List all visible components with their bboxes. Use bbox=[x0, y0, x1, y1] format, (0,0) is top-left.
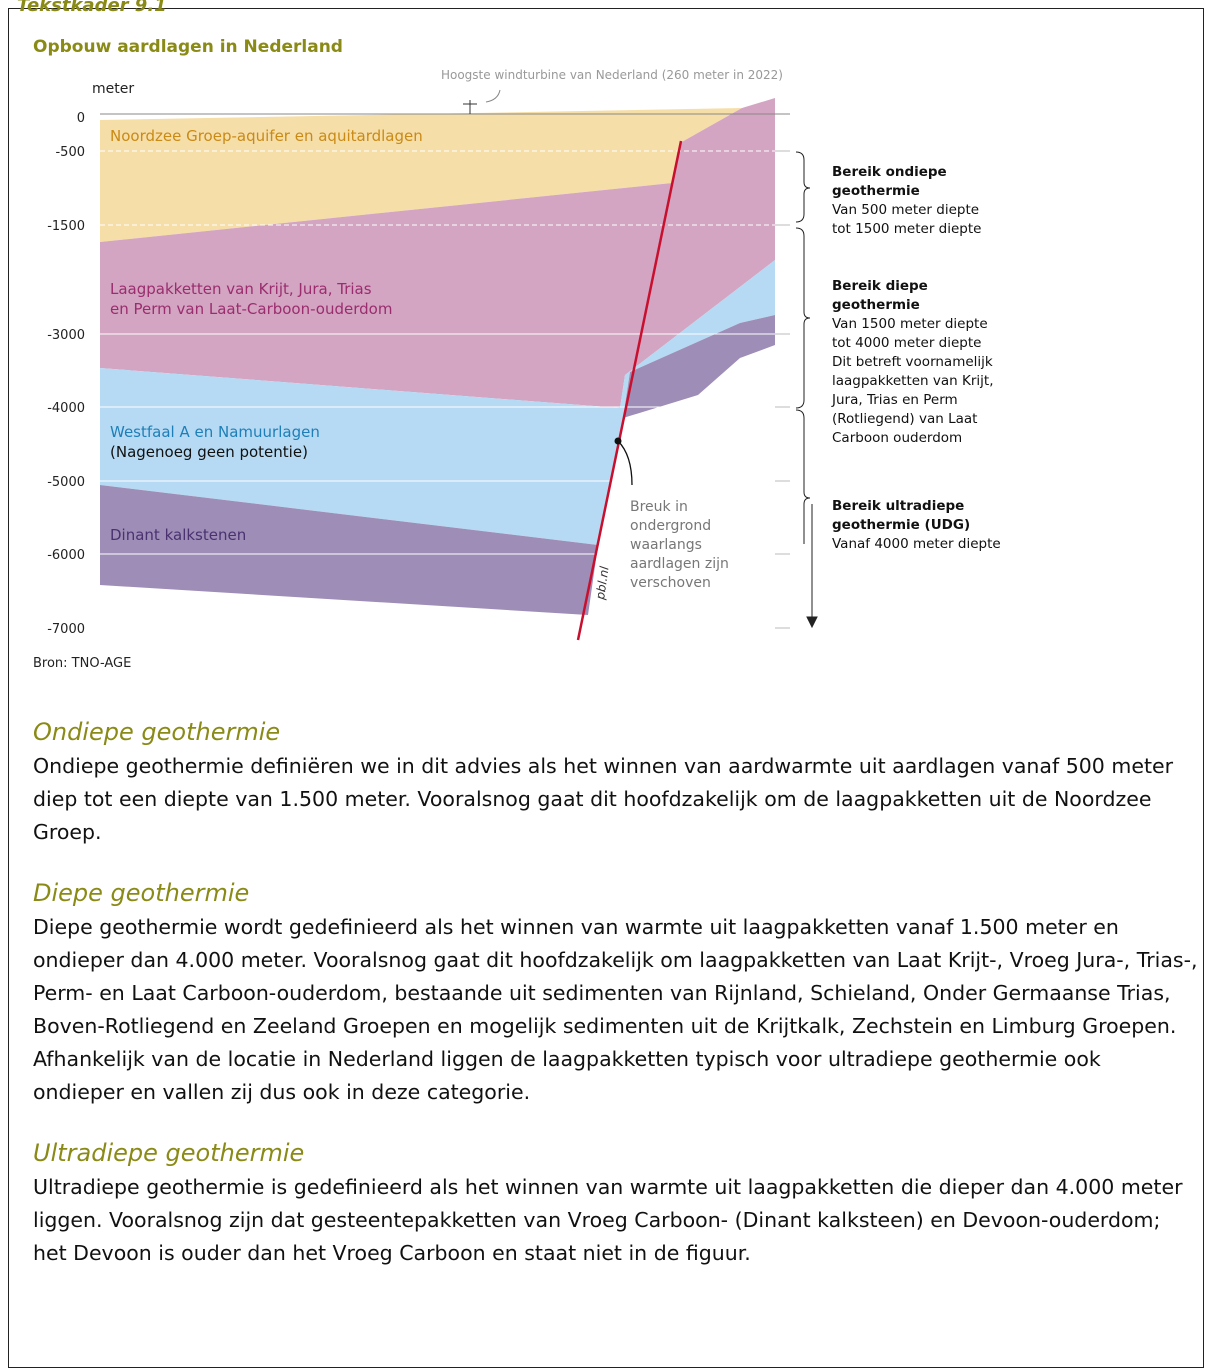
fault-note: ondergrond bbox=[630, 518, 711, 534]
y-tick-label: -5000 bbox=[47, 475, 85, 490]
page: Tekstkader 9.1 Opbouw aardlagen in Neder… bbox=[0, 0, 1214, 1358]
layer-label: Westfaal A en Namuurlagen bbox=[110, 423, 320, 441]
range-text: Van 500 meter diepte bbox=[832, 202, 979, 218]
axis-label: meter bbox=[92, 81, 134, 97]
section-heading: Ultradiepe geothermie bbox=[33, 1139, 1198, 1167]
section-paragraph: Ultradiepe geothermie is gedefinieerd al… bbox=[33, 1171, 1198, 1270]
range-text: Vanaf 4000 meter diepte bbox=[832, 536, 1001, 552]
layer-label: en Perm van Laat-Carboon-ouderdom bbox=[110, 300, 392, 318]
y-tick-label: -7000 bbox=[47, 622, 85, 637]
layer-note: (Nagenoeg geen potentie) bbox=[110, 443, 308, 461]
y-tick-label: -500 bbox=[55, 145, 85, 160]
range-text: Van 1500 meter diepte bbox=[832, 316, 988, 332]
range-title: Bereik ultradiepe bbox=[832, 498, 964, 514]
range-title: geothermie bbox=[832, 297, 920, 313]
layer-label: Laagpakketten van Krijt, Jura, Trias bbox=[110, 280, 372, 298]
y-tick-label: -6000 bbox=[47, 548, 85, 563]
figure-title: Opbouw aardlagen in Nederland bbox=[33, 37, 343, 57]
range-text: tot 1500 meter diepte bbox=[832, 221, 981, 237]
range-text: Jura, Trias en Perm bbox=[831, 392, 958, 408]
turbine bbox=[463, 100, 477, 114]
range-text: (Rotliegend) van Laat bbox=[832, 411, 977, 427]
brace bbox=[796, 410, 810, 544]
section-paragraph: Diepe geothermie wordt gedefinieerd als … bbox=[33, 911, 1198, 1109]
source: Bron: TNO-AGE bbox=[33, 656, 131, 671]
y-tick-label: -4000 bbox=[47, 401, 85, 416]
y-tick-label: 0 bbox=[77, 111, 85, 126]
range-text: Carboon ouderdom bbox=[832, 430, 962, 446]
leader bbox=[486, 90, 500, 102]
y-tick-label: -1500 bbox=[47, 219, 85, 234]
arrow bbox=[807, 504, 817, 627]
range-title: Bereik diepe bbox=[832, 278, 928, 294]
brace bbox=[796, 152, 810, 222]
range-text: tot 4000 meter diepte bbox=[832, 335, 981, 351]
fault-note: verschoven bbox=[630, 575, 711, 591]
layer-label: Noordzee Groep-aquifer en aquitardlagen bbox=[110, 127, 423, 145]
range-title: geothermie (UDG) bbox=[832, 517, 970, 533]
fault-note: aardlagen zijn bbox=[630, 556, 729, 572]
fault-note: Breuk in bbox=[630, 499, 688, 515]
section-heading: Diepe geothermie bbox=[33, 879, 1198, 907]
range-title: Bereik ondiepe bbox=[832, 164, 947, 180]
section-heading: Ondiepe geothermie bbox=[33, 718, 1198, 746]
sections: Ondiepe geothermie Ondiepe geothermie def… bbox=[33, 718, 1198, 1300]
y-tick-label: -3000 bbox=[47, 328, 85, 343]
brace bbox=[796, 228, 810, 408]
section-paragraph: Ondiepe geothermie definiëren we in dit … bbox=[33, 750, 1198, 849]
watermark: pbl.nl bbox=[593, 565, 612, 602]
leader bbox=[618, 441, 632, 485]
range-title: geothermie bbox=[832, 183, 920, 199]
turbine-note: Hoogste windturbine van Nederland (260 m… bbox=[441, 68, 783, 82]
fault-note: waarlangs bbox=[630, 537, 702, 553]
layer-label: Dinant kalkstenen bbox=[110, 526, 246, 544]
range-text: laagpakketten van Krijt, bbox=[832, 373, 994, 389]
figure: Opbouw aardlagen in Nederland meter 0 -50… bbox=[0, 0, 1214, 700]
range-text: Dit betreft voornamelijk bbox=[832, 354, 993, 370]
